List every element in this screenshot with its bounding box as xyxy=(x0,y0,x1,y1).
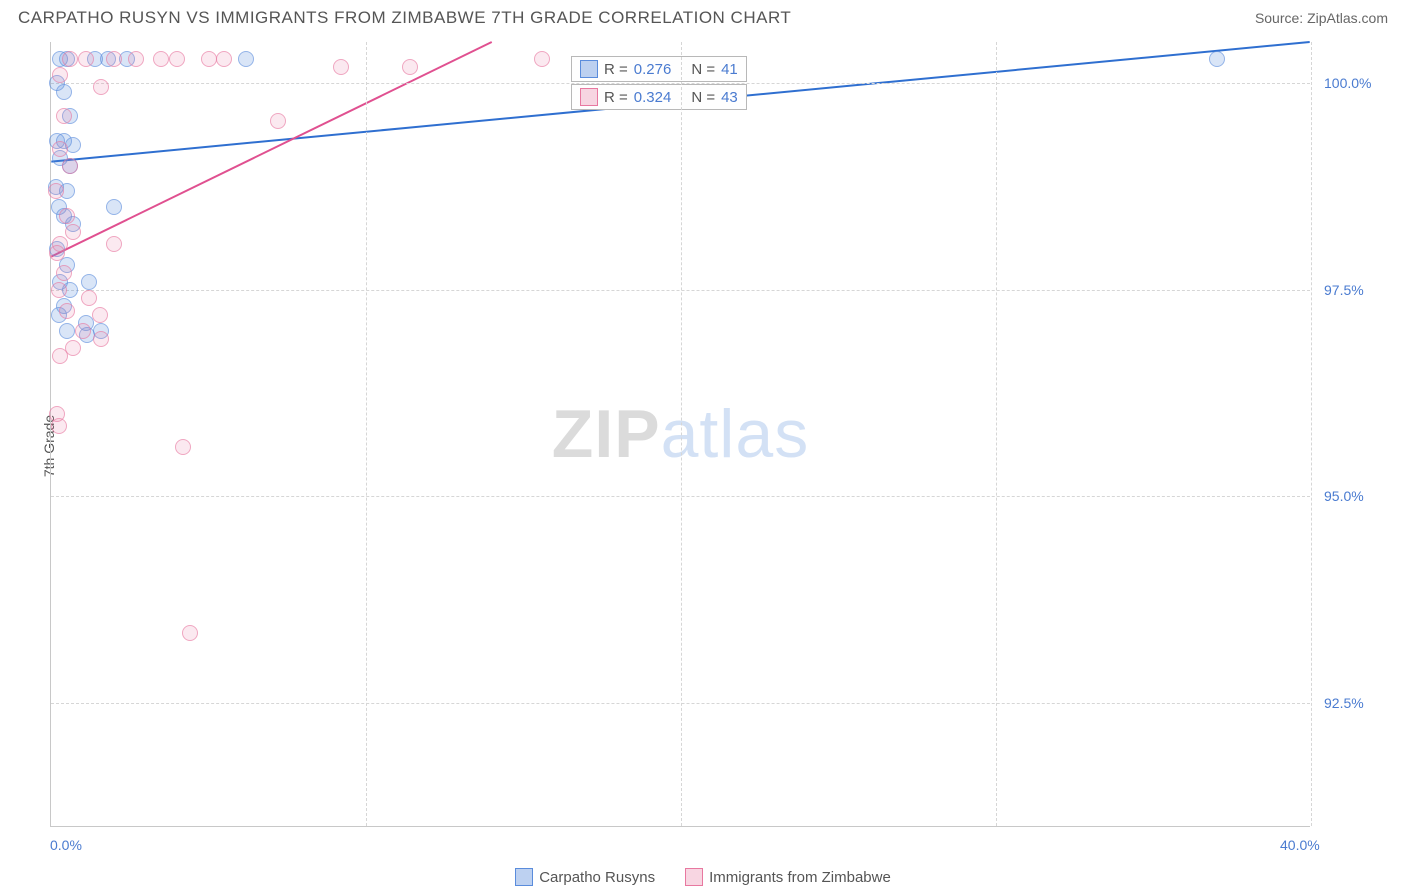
scatter-point xyxy=(270,113,286,129)
chart-plot-area: ZIPatlas R = 0.276 N = 41 R = 0.324 N = … xyxy=(50,42,1310,827)
legend-swatch-pink-icon xyxy=(580,88,598,106)
scatter-point xyxy=(62,158,78,174)
scatter-point xyxy=(51,282,67,298)
chart-source: Source: ZipAtlas.com xyxy=(1255,10,1388,26)
y-tick-label: 92.5% xyxy=(1324,695,1364,711)
scatter-point xyxy=(106,236,122,252)
scatter-point xyxy=(59,323,75,339)
r-label: R = xyxy=(604,89,628,106)
legend-label-pink: Immigrants from Zimbabwe xyxy=(709,869,891,886)
y-tick-label: 100.0% xyxy=(1324,75,1371,91)
watermark-zip: ZIP xyxy=(552,396,661,472)
scatter-point xyxy=(175,439,191,455)
scatter-point xyxy=(201,51,217,67)
x-tick-label: 0.0% xyxy=(50,837,82,853)
scatter-point xyxy=(52,141,68,157)
scatter-point xyxy=(48,183,64,199)
scatter-point xyxy=(93,331,109,347)
scatter-point xyxy=(62,51,78,67)
scatter-point xyxy=(106,199,122,215)
scatter-point xyxy=(1209,51,1225,67)
scatter-point xyxy=(65,224,81,240)
scatter-point xyxy=(402,59,418,75)
chart-title: CARPATHO RUSYN VS IMMIGRANTS FROM ZIMBAB… xyxy=(18,8,791,28)
scatter-point xyxy=(56,84,72,100)
r-value-pink: 0.324 xyxy=(634,89,672,106)
scatter-point xyxy=(153,51,169,67)
r-label: R = xyxy=(604,61,628,78)
legend-swatch-pink-icon xyxy=(685,868,703,886)
scatter-point xyxy=(238,51,254,67)
scatter-point xyxy=(81,290,97,306)
scatter-point xyxy=(52,348,68,364)
scatter-point xyxy=(78,51,94,67)
x-tick-label: 40.0% xyxy=(1280,837,1320,853)
scatter-point xyxy=(182,625,198,641)
n-value-pink: 43 xyxy=(721,89,738,106)
n-label: N = xyxy=(691,89,715,106)
stat-legend-row-pink: R = 0.324 N = 43 xyxy=(571,84,747,110)
scatter-point xyxy=(106,51,122,67)
trend-line xyxy=(51,42,491,257)
legend-label-blue: Carpatho Rusyns xyxy=(539,869,655,886)
legend-swatch-blue-icon xyxy=(515,868,533,886)
scatter-point xyxy=(75,323,91,339)
scatter-point xyxy=(92,307,108,323)
scatter-point xyxy=(216,51,232,67)
watermark-atlas: atlas xyxy=(661,396,810,472)
scatter-point xyxy=(59,303,75,319)
grid-line-v xyxy=(1311,42,1312,826)
n-value-blue: 41 xyxy=(721,61,738,78)
grid-line-v xyxy=(366,42,367,826)
legend-item-pink: Immigrants from Zimbabwe xyxy=(685,868,891,886)
r-value-blue: 0.276 xyxy=(634,61,672,78)
stat-legend-row-blue: R = 0.276 N = 41 xyxy=(571,56,747,82)
scatter-point xyxy=(56,108,72,124)
scatter-point xyxy=(49,245,65,261)
n-label: N = xyxy=(691,61,715,78)
scatter-point xyxy=(128,51,144,67)
legend-item-blue: Carpatho Rusyns xyxy=(515,868,655,886)
scatter-point xyxy=(51,418,67,434)
scatter-point xyxy=(534,51,550,67)
grid-line-v xyxy=(996,42,997,826)
scatter-point xyxy=(169,51,185,67)
y-tick-label: 95.0% xyxy=(1324,488,1364,504)
scatter-point xyxy=(56,265,72,281)
scatter-point xyxy=(333,59,349,75)
scatter-point xyxy=(81,274,97,290)
scatter-point xyxy=(52,67,68,83)
grid-line-v xyxy=(681,42,682,826)
y-tick-label: 97.5% xyxy=(1324,282,1364,298)
legend-swatch-blue-icon xyxy=(580,60,598,78)
bottom-legend: Carpatho Rusyns Immigrants from Zimbabwe xyxy=(0,868,1406,886)
scatter-point xyxy=(59,208,75,224)
scatter-point xyxy=(93,79,109,95)
